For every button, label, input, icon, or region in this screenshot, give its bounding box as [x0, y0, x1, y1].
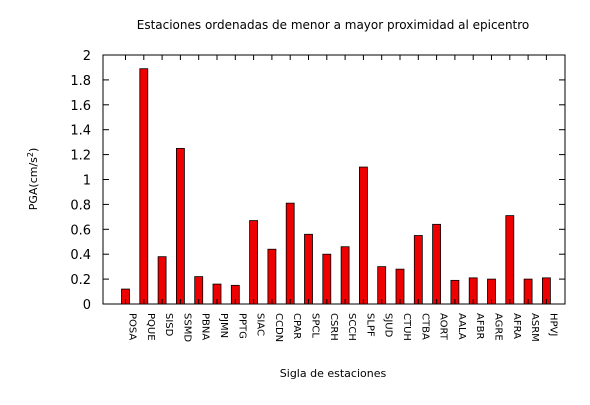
- x-tick-label-pque: PQUE: [145, 313, 156, 341]
- bars: [121, 68, 551, 305]
- bar-siac: [249, 220, 259, 305]
- x-tick-label-sisd: SISD: [163, 313, 174, 337]
- y-tick-label: 1.8: [70, 74, 91, 89]
- x-tick-label-agre: AGRE: [493, 313, 504, 341]
- y-axis: 0 0.2 0.4 0.6 0.8 1 1.2 1.4 1.6 1.8 2: [70, 49, 565, 313]
- y-tick-label: 0.2: [70, 273, 91, 288]
- x-tick-label-slpf: SLPF: [364, 313, 375, 337]
- y-tick-label: 1: [83, 174, 91, 189]
- y-tick-label: 1.2: [70, 149, 91, 164]
- x-tick-label-siac: SIAC: [255, 313, 266, 336]
- y-tick-label: 0.4: [70, 248, 91, 263]
- bar-pque: [139, 68, 149, 305]
- x-tick-label-cpar: CPAR: [291, 313, 302, 339]
- x-tick-label-pbna: PBNA: [200, 313, 211, 340]
- bar-ctuh: [395, 268, 405, 305]
- bar-spcl: [304, 233, 313, 305]
- x-tick-label-afbr: AFBR: [474, 313, 485, 339]
- x-tick-label-ccdn: CCDN: [273, 313, 284, 342]
- x-tick-label-spcl: SPCL: [310, 313, 321, 338]
- x-axis: POSA PQUE SISD SSMD PBNA PJMN PPTG SIAC CCDN CPAR…: [125, 55, 558, 342]
- y-tick-label: 0.6: [70, 223, 91, 238]
- bar-ctba: [413, 235, 423, 305]
- x-tick-label-pptg: PPTG: [236, 313, 247, 339]
- x-axis-title: Sigla de estaciones: [280, 367, 387, 380]
- bar-afra: [505, 215, 515, 305]
- plot-frame: [102, 54, 566, 305]
- bar-cpar: [285, 202, 295, 305]
- x-tick-label-ssmd: SSMD: [181, 313, 192, 342]
- bar-slpf: [358, 166, 368, 305]
- y-tick-label: 0.8: [70, 198, 91, 213]
- x-tick-label-asrm: ASRM: [529, 313, 540, 342]
- y-tick-label: 2: [83, 49, 91, 64]
- y-tick-label: 1.4: [70, 124, 91, 139]
- bar-scch: [340, 246, 350, 305]
- x-tick-label-hpvj: HPVJ: [547, 313, 558, 336]
- y-tick-label: 1.6: [70, 99, 91, 114]
- bar-csrh: [322, 253, 332, 305]
- x-tick-label-ctba: CTBA: [419, 313, 430, 340]
- x-tick-label-ctuh: CTUH: [401, 313, 412, 341]
- x-tick-label-pjmn: PJMN: [218, 313, 229, 338]
- x-tick-label-sjud: SJUD: [383, 313, 394, 338]
- x-tick-label-scch: SCCH: [346, 313, 357, 341]
- x-tick-label-posa: POSA: [127, 313, 138, 340]
- bar-sjud: [377, 266, 387, 305]
- x-tick-label-aort: AORT: [438, 313, 449, 341]
- x-tick-label-afra: AFRA: [511, 313, 522, 339]
- bar-sisd: [157, 256, 167, 305]
- y-axis-title: PGA(cm/s2): [26, 148, 40, 211]
- bar-ssmd: [175, 147, 185, 305]
- x-tick-label-aala: AALA: [456, 313, 467, 340]
- chart-title: Estaciones ordenadas de menor a mayor pr…: [137, 18, 530, 32]
- bar-ccdn: [267, 248, 277, 305]
- y-tick-label: 0: [83, 298, 91, 313]
- x-tick-label-csrh: CSRH: [328, 313, 339, 341]
- bar-aort: [432, 223, 442, 305]
